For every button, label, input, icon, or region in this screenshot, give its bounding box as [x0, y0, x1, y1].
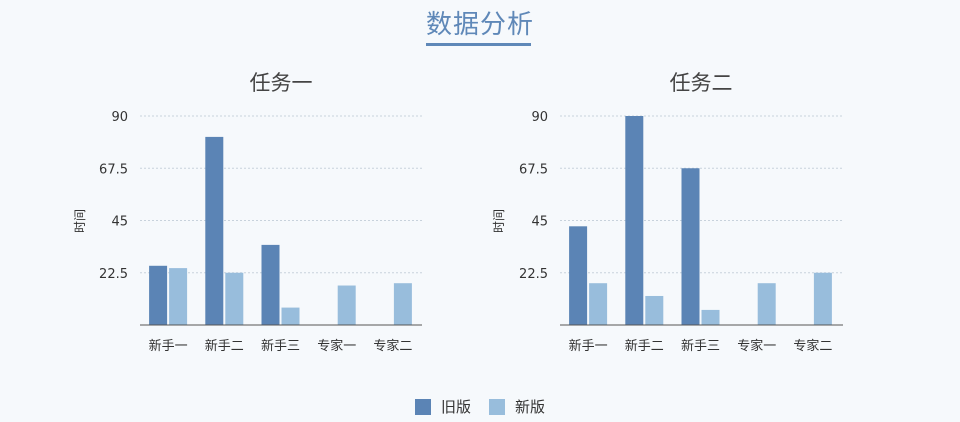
- chart-title: 任务一: [250, 71, 313, 95]
- y-tick-label: 67.5: [519, 162, 548, 177]
- x-tick-label: 专家二: [793, 338, 832, 354]
- x-tick-label: 新手二: [625, 338, 664, 354]
- y-tick-label: 22.5: [519, 267, 548, 282]
- y-tick-label: 45: [531, 215, 548, 230]
- x-tick-label: 新手一: [149, 338, 188, 354]
- y-tick-label: 67.5: [99, 162, 128, 177]
- bar-old: [569, 226, 588, 325]
- legend-label-old: 旧版: [440, 398, 471, 416]
- bar-new: [589, 283, 608, 325]
- bar-new: [393, 283, 412, 325]
- bar-new: [757, 283, 776, 325]
- bar-old: [205, 136, 224, 325]
- y-axis-label: 时间: [492, 209, 506, 233]
- bar-new: [813, 272, 832, 325]
- x-tick-label: 新手一: [569, 338, 608, 354]
- bar-old: [261, 244, 280, 325]
- bar-old: [149, 265, 168, 325]
- y-tick-label: 90: [531, 110, 548, 125]
- bar-new: [169, 268, 188, 325]
- x-tick-label: 新手二: [205, 338, 244, 354]
- bar-new: [645, 295, 664, 325]
- y-tick-label: 22.5: [99, 267, 128, 282]
- bar-new: [337, 285, 356, 325]
- x-tick-label: 新手三: [681, 338, 720, 354]
- bar-new: [701, 309, 720, 325]
- legend-swatch-new: [489, 398, 505, 415]
- chart-title: 任务二: [670, 71, 733, 95]
- y-axis-label: 时间: [73, 209, 87, 233]
- legend: 旧版 新版: [0, 396, 960, 417]
- bar-old: [681, 168, 700, 325]
- x-tick-label: 专家一: [737, 338, 776, 354]
- legend-label-new: 新版: [515, 398, 546, 416]
- legend-swatch-old: [414, 398, 431, 415]
- legend-item-old[interactable]: 旧版: [414, 396, 471, 417]
- y-tick-label: 90: [111, 110, 128, 125]
- bar-new: [281, 307, 300, 325]
- title-underline: [426, 43, 531, 46]
- y-tick-label: 45: [111, 215, 128, 230]
- page-title: 数据分析: [425, 10, 534, 40]
- bar-new: [225, 272, 244, 325]
- x-tick-label: 专家一: [317, 338, 356, 354]
- bar-old: [625, 116, 644, 325]
- x-tick-label: 新手三: [261, 338, 300, 354]
- legend-item-new[interactable]: 新版: [489, 396, 545, 417]
- x-tick-label: 专家二: [373, 338, 412, 354]
